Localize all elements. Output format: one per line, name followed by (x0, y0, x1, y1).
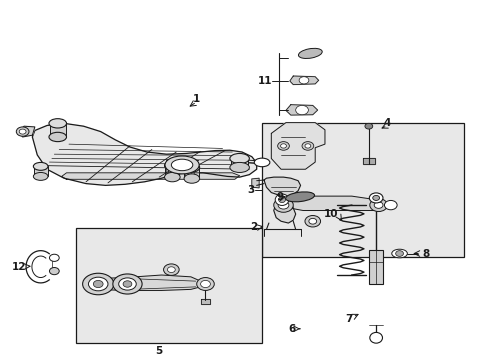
Ellipse shape (295, 105, 308, 115)
Ellipse shape (82, 273, 114, 295)
Ellipse shape (49, 254, 59, 261)
Ellipse shape (196, 278, 214, 291)
Polygon shape (289, 76, 318, 85)
Bar (368, 250, 382, 284)
Ellipse shape (298, 48, 322, 58)
Ellipse shape (369, 332, 382, 343)
Ellipse shape (229, 162, 249, 172)
Ellipse shape (280, 144, 286, 148)
Text: 10: 10 (324, 209, 338, 219)
Text: 5: 5 (155, 346, 163, 356)
Polygon shape (283, 196, 375, 211)
Ellipse shape (164, 172, 180, 182)
Ellipse shape (123, 281, 132, 287)
Text: 4: 4 (383, 118, 390, 128)
Ellipse shape (391, 249, 407, 258)
Ellipse shape (275, 194, 288, 206)
Ellipse shape (167, 267, 175, 273)
Polygon shape (19, 126, 35, 137)
Polygon shape (61, 173, 239, 179)
Ellipse shape (395, 251, 403, 256)
Polygon shape (251, 178, 259, 188)
Ellipse shape (164, 156, 199, 174)
Ellipse shape (49, 132, 66, 141)
Bar (261, 123, 463, 257)
Text: 9: 9 (276, 192, 283, 202)
Ellipse shape (273, 198, 293, 212)
Ellipse shape (285, 192, 314, 202)
Ellipse shape (368, 193, 382, 203)
Ellipse shape (119, 278, 136, 290)
Ellipse shape (278, 201, 288, 209)
Ellipse shape (19, 129, 26, 134)
Ellipse shape (16, 127, 29, 136)
Polygon shape (271, 123, 325, 169)
Polygon shape (200, 299, 210, 304)
Ellipse shape (33, 162, 48, 170)
Polygon shape (362, 158, 374, 164)
Ellipse shape (49, 267, 59, 275)
Ellipse shape (164, 161, 180, 170)
Ellipse shape (305, 144, 310, 148)
Ellipse shape (369, 199, 386, 212)
Ellipse shape (308, 219, 316, 224)
Ellipse shape (254, 158, 269, 167)
Text: 6: 6 (288, 324, 295, 334)
Text: 7: 7 (345, 314, 352, 324)
Ellipse shape (302, 141, 313, 150)
Bar (50, 123, 65, 137)
Ellipse shape (372, 195, 379, 201)
Ellipse shape (49, 119, 66, 128)
Text: 11: 11 (257, 76, 272, 86)
Ellipse shape (277, 141, 289, 150)
Bar (34, 166, 47, 176)
Bar (164, 166, 179, 177)
Ellipse shape (200, 280, 210, 288)
Ellipse shape (163, 264, 179, 275)
Ellipse shape (373, 202, 382, 208)
Ellipse shape (299, 77, 308, 84)
Text: 1: 1 (193, 94, 200, 104)
Polygon shape (32, 123, 256, 185)
Ellipse shape (171, 159, 192, 171)
Bar (183, 167, 198, 179)
Ellipse shape (113, 274, 142, 294)
Ellipse shape (229, 153, 249, 163)
Polygon shape (96, 275, 200, 291)
Text: 3: 3 (247, 185, 254, 195)
Ellipse shape (183, 174, 199, 183)
Ellipse shape (183, 163, 199, 172)
Ellipse shape (93, 280, 103, 288)
Text: 12: 12 (12, 262, 26, 272)
Bar (230, 158, 248, 167)
Polygon shape (264, 177, 300, 223)
Ellipse shape (278, 197, 285, 203)
Ellipse shape (88, 277, 108, 291)
Text: 8: 8 (422, 248, 428, 258)
Bar (76, 228, 261, 343)
Ellipse shape (305, 216, 320, 227)
Ellipse shape (364, 123, 372, 129)
Ellipse shape (384, 201, 396, 210)
Ellipse shape (33, 172, 48, 180)
Polygon shape (285, 105, 317, 115)
Text: 2: 2 (249, 222, 256, 232)
